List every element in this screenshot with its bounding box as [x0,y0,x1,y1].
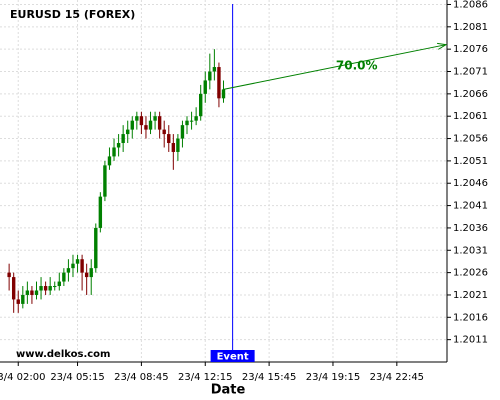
candle-body [30,290,34,295]
y-tick-label: 1.2081 [453,22,488,33]
candle-body [116,143,121,148]
y-tick-label: 1.2036 [453,223,488,234]
candle-body [126,129,130,135]
projection-label: 70.0% [336,59,378,73]
candle-body [43,286,48,291]
candle-body [71,263,75,269]
candle-body [212,67,217,72]
event-label: Event [217,352,249,363]
x-tick-label: 23/4 19:15 [306,372,360,383]
x-tick-label: 23/4 08:45 [114,372,168,383]
candle-body [176,138,180,152]
candle-body [171,143,176,152]
y-tick-label: 1.2021 [453,290,488,301]
candle-body [53,286,57,288]
candle-body [89,268,93,278]
candle-body [208,71,212,81]
candle-body [57,281,61,287]
candle-body [144,125,148,130]
projection-line [223,44,447,90]
candle-body [80,259,84,273]
y-tick-label: 1.2066 [453,89,488,100]
candle-body [162,129,166,135]
candle-body [98,196,103,228]
candle-body [62,272,66,282]
y-tick-label: 1.2051 [453,156,488,167]
chart-title: EURUSD 15 (FOREX) [10,8,135,21]
x-tick-label: 23/4 12:15 [178,372,232,383]
candle-body [130,120,134,130]
y-tick-label: 1.2071 [453,67,488,78]
candle-body [94,227,98,269]
y-tick-label: 1.2046 [453,178,488,189]
y-tick-label: 1.2031 [453,245,488,256]
candle-body [167,134,171,144]
candle-body [16,299,20,304]
candle-body [34,290,39,295]
plot-area [0,0,447,362]
event-box [210,350,255,362]
candle-body [198,93,203,117]
candle-body [84,272,89,278]
x-axis-title: Date [211,383,246,398]
candle-body [11,277,16,300]
y-tick-label: 1.2026 [453,268,488,279]
candle-body [7,272,11,278]
candle-body [25,290,30,295]
x-tick-label: 23/4 05:15 [50,372,104,383]
candle-body [103,165,107,197]
candle-body [189,120,194,122]
x-tick-label: 23/4 22:45 [370,372,424,383]
candle-body [107,156,112,166]
candle-body [39,286,43,291]
candle-body [221,89,226,99]
candle-body [153,116,157,121]
candle-body [217,67,221,99]
watermark: www.delkos.com [16,349,110,360]
candle-body [21,294,25,304]
candle-body [121,134,125,144]
y-tick-label: 1.2011 [453,335,488,346]
x-tick-label: 23/4 02:00 [0,372,45,383]
candle-body [157,116,162,130]
y-tick-label: 1.2041 [453,201,488,212]
candle-body [139,116,144,126]
projection-arrowhead [437,42,448,50]
candle-body [194,116,198,121]
candle-body [148,120,153,130]
candle-body [66,268,71,273]
candle-body [75,259,80,264]
candle-body [185,120,189,126]
y-tick-label: 1.2061 [453,111,488,122]
y-tick-label: 1.2086 [453,0,488,10]
x-tick-label: 23/4 15:45 [242,372,296,383]
candle-body [180,125,185,139]
y-tick-label: 1.2076 [453,44,488,55]
candle-body [48,286,52,291]
candle-body [203,80,207,94]
candle-body [112,147,116,157]
y-tick-label: 1.2016 [453,312,488,323]
candle-body [135,116,139,121]
y-tick-label: 1.2056 [453,134,488,145]
